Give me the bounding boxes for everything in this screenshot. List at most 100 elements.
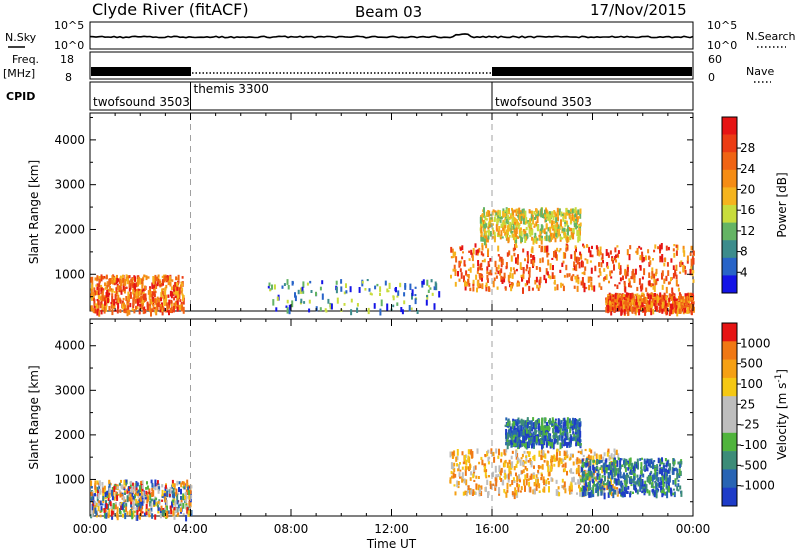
echo-cell xyxy=(614,284,617,287)
echo-cell xyxy=(135,498,138,505)
echo-cell xyxy=(639,306,642,311)
echo-cell xyxy=(692,270,695,274)
echo-cell xyxy=(132,299,135,306)
echo-cell xyxy=(615,483,618,486)
echo-cell xyxy=(511,480,514,485)
echo-cell xyxy=(315,306,318,312)
echo-cell xyxy=(608,486,611,493)
echo-cell xyxy=(539,231,542,235)
echo-cell xyxy=(592,462,595,466)
echo-cell xyxy=(623,309,626,315)
echo-cell xyxy=(642,486,645,493)
echo-cell xyxy=(526,251,529,257)
echo-cell xyxy=(550,232,552,237)
echo-cell xyxy=(690,304,693,309)
echo-cell xyxy=(643,268,646,276)
echo-cell xyxy=(553,424,556,430)
colorbar-label: Power [dB] xyxy=(775,172,789,237)
echo-cell xyxy=(652,461,655,468)
echo-cell xyxy=(582,477,585,483)
echo-cell xyxy=(169,281,172,287)
echo-cell xyxy=(465,459,468,466)
echo-cell xyxy=(682,309,685,313)
echo-cell xyxy=(454,491,457,496)
echo-cell xyxy=(666,309,668,315)
echo-cell xyxy=(109,501,112,507)
echo-cell xyxy=(508,465,511,472)
echo-cell xyxy=(552,265,554,271)
echo-cell xyxy=(659,300,661,303)
echo-cell xyxy=(497,245,500,252)
echo-cell xyxy=(180,305,183,312)
echo-cell xyxy=(563,468,566,472)
echo-cell xyxy=(481,260,484,263)
echo-cell xyxy=(661,309,664,313)
echo-cell xyxy=(659,244,662,251)
echo-cell xyxy=(157,278,160,284)
echo-cell xyxy=(113,496,116,501)
echo-cell xyxy=(403,300,406,305)
echo-cell xyxy=(641,276,644,280)
echo-cell xyxy=(621,476,623,479)
echo-cell xyxy=(487,449,490,454)
colorbar-frame xyxy=(721,322,738,507)
echo-cell xyxy=(427,289,430,293)
echo-cell xyxy=(273,284,276,290)
echo-cell xyxy=(288,309,291,315)
echo-cell xyxy=(626,460,629,464)
echo-cell xyxy=(641,306,643,311)
echo-cell xyxy=(483,463,486,468)
echo-cell xyxy=(536,284,539,289)
echo-cell xyxy=(294,295,297,302)
echo-cell xyxy=(629,245,632,250)
echo-cell xyxy=(547,274,550,279)
x-tick-label: 00:00 xyxy=(73,522,108,536)
echo-cell xyxy=(459,462,461,465)
colorbar-tick-label: 25 xyxy=(740,397,755,411)
echo-cell xyxy=(636,474,639,478)
echo-cell xyxy=(100,309,103,315)
echo-cell xyxy=(610,294,613,300)
echo-cell xyxy=(669,463,671,471)
echo-cell xyxy=(482,237,484,242)
echo-cell xyxy=(507,419,510,423)
echo-cell xyxy=(512,429,515,435)
echo-cell xyxy=(606,262,609,268)
echo-cell xyxy=(650,458,653,462)
echo-cell xyxy=(384,280,387,286)
echo-cell xyxy=(136,514,139,521)
echo-cell xyxy=(461,256,464,260)
echo-cell xyxy=(642,294,645,298)
echo-cell xyxy=(579,459,582,464)
echo-cell xyxy=(553,438,556,445)
echo-cell xyxy=(675,298,678,301)
echo-cell xyxy=(602,463,605,471)
echo-cell xyxy=(459,469,462,472)
echo-cell xyxy=(119,491,122,498)
echo-cell xyxy=(136,501,139,508)
echo-cell xyxy=(511,461,514,468)
y-axis-label: Slant Range [km] xyxy=(27,160,41,264)
echo-cell xyxy=(643,458,646,465)
echo-cell xyxy=(483,258,486,263)
echo-cell xyxy=(509,426,512,432)
echo-cell xyxy=(661,490,664,498)
echo-cell xyxy=(345,283,347,288)
echo-cell xyxy=(632,466,635,472)
echo-cell xyxy=(451,451,453,456)
echo-cell xyxy=(642,308,645,313)
echo-cell xyxy=(646,459,649,464)
echo-cell xyxy=(635,461,638,469)
echo-cell xyxy=(537,465,540,468)
echo-cell xyxy=(560,282,563,288)
echo-cell xyxy=(662,475,665,481)
echo-cell xyxy=(577,442,580,446)
echo-cell xyxy=(544,425,546,431)
y-tick-label: 1000 xyxy=(54,267,85,281)
echo-cell xyxy=(547,252,550,256)
echo-cell xyxy=(591,245,593,249)
echo-cell xyxy=(510,430,513,436)
echo-cell xyxy=(579,222,582,227)
echo-cell xyxy=(538,213,541,216)
echo-cell xyxy=(641,251,644,257)
